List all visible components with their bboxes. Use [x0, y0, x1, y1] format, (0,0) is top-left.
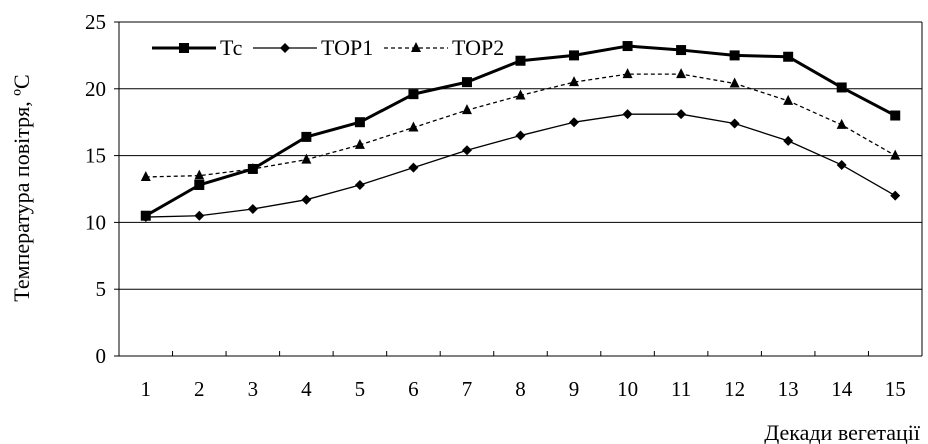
y-tick-label-25: 25 — [85, 10, 106, 34]
point-ТОР2-15 — [890, 149, 901, 160]
point-ТОР1-13 — [783, 135, 794, 146]
y-axis-title: Температура повітря, ºС — [9, 74, 34, 301]
point-ТОР1-5 — [354, 179, 365, 190]
legend-item-Тс: Тс — [152, 35, 243, 60]
point-ТОР1-7 — [461, 145, 472, 156]
y-tick-label-15: 15 — [85, 144, 106, 168]
y-tick-labels: 0 5 10 15 20 25 — [85, 10, 106, 368]
point-ТОР2-7 — [461, 104, 472, 115]
point-ТОР2-14 — [836, 118, 847, 129]
y-tick-label-20: 20 — [85, 77, 106, 101]
x-tick-labels: 1 2 3 4 5 6 7 8 9 10 11 12 13 14 15 — [141, 377, 906, 401]
x-tick-label-11: 11 — [671, 377, 691, 401]
legend-marker-ТОР2 — [411, 42, 421, 52]
legend-item-ТОР2: ТОР2 — [384, 35, 504, 60]
point-ТОР2-13 — [783, 94, 794, 105]
point-Тс-5 — [354, 117, 365, 128]
point-Тс-2 — [194, 179, 205, 190]
point-ТОР1-15 — [890, 190, 901, 201]
legend-label-Тс: Тс — [220, 35, 243, 60]
point-ТОР1-4 — [301, 194, 312, 205]
point-ТОР2-4 — [301, 153, 312, 164]
legend-marker-ТОР1 — [280, 43, 290, 53]
point-Тс-10 — [622, 41, 633, 52]
x-tick-label-9: 9 — [569, 377, 580, 401]
point-ТОР1-12 — [729, 118, 740, 129]
point-Тс-14 — [836, 82, 847, 93]
point-ТОР1-6 — [408, 162, 419, 173]
point-ТОР1-1 — [140, 212, 151, 223]
point-ТОР1-8 — [515, 130, 526, 141]
point-Тс-7 — [461, 77, 472, 88]
x-tick-label-10: 10 — [617, 377, 638, 401]
x-tick-label-3: 3 — [248, 377, 259, 401]
legend: Тс ТОР1 ТОР2 — [152, 35, 504, 60]
x-tick-label-1: 1 — [141, 377, 152, 401]
y-tick-label-10: 10 — [85, 210, 106, 234]
y-tick-label-0: 0 — [96, 344, 107, 368]
legend-item-ТОР1: ТОР1 — [253, 35, 373, 60]
x-tick-label-2: 2 — [194, 377, 205, 401]
point-ТОР2-9 — [569, 76, 580, 87]
point-ТОР1-14 — [836, 159, 847, 170]
point-Тс-12 — [729, 50, 740, 61]
series-ТОР2 — [140, 68, 901, 181]
series-group — [140, 41, 901, 223]
point-ТОР2-6 — [408, 121, 419, 132]
legend-label-ТОР2: ТОР2 — [452, 35, 504, 60]
point-ТОР2-2 — [194, 169, 205, 180]
x-tick-label-4: 4 — [301, 377, 312, 401]
legend-label-ТОР1: ТОР1 — [321, 35, 373, 60]
point-ТОР1-2 — [194, 210, 205, 221]
point-ТОР1-9 — [569, 117, 580, 128]
point-ТОР2-5 — [354, 138, 365, 149]
point-ТОР2-1 — [140, 170, 151, 181]
x-tick-label-8: 8 — [515, 377, 526, 401]
legend-marker-Тс — [179, 43, 189, 53]
point-Тс-13 — [783, 51, 794, 62]
point-ТОР2-11 — [676, 68, 687, 79]
point-ТОР2-12 — [729, 77, 740, 88]
point-Тс-15 — [890, 110, 901, 121]
point-ТОР1-3 — [247, 204, 258, 215]
x-tick-label-14: 14 — [831, 377, 853, 401]
x-tick-label-13: 13 — [778, 377, 799, 401]
point-Тс-9 — [569, 50, 580, 61]
x-tick-label-15: 15 — [885, 377, 906, 401]
x-tick-label-7: 7 — [462, 377, 473, 401]
point-Тс-6 — [408, 89, 419, 100]
point-ТОР1-11 — [676, 109, 687, 120]
point-ТОР2-10 — [622, 68, 633, 79]
point-ТОР2-8 — [515, 89, 526, 100]
point-Тс-4 — [301, 131, 312, 142]
y-tick-label-5: 5 — [96, 277, 107, 301]
axes — [114, 21, 923, 357]
point-Тс-11 — [676, 45, 687, 56]
x-axis-title: Декади вегетації — [764, 420, 921, 444]
series-ТОР1 — [140, 109, 901, 223]
point-ТОР2-3 — [247, 162, 258, 173]
x-tick-label-6: 6 — [408, 377, 419, 401]
point-ТОР1-10 — [622, 109, 633, 120]
point-Тс-8 — [515, 55, 526, 66]
x-tick-label-5: 5 — [355, 377, 366, 401]
x-tick-label-12: 12 — [724, 377, 745, 401]
